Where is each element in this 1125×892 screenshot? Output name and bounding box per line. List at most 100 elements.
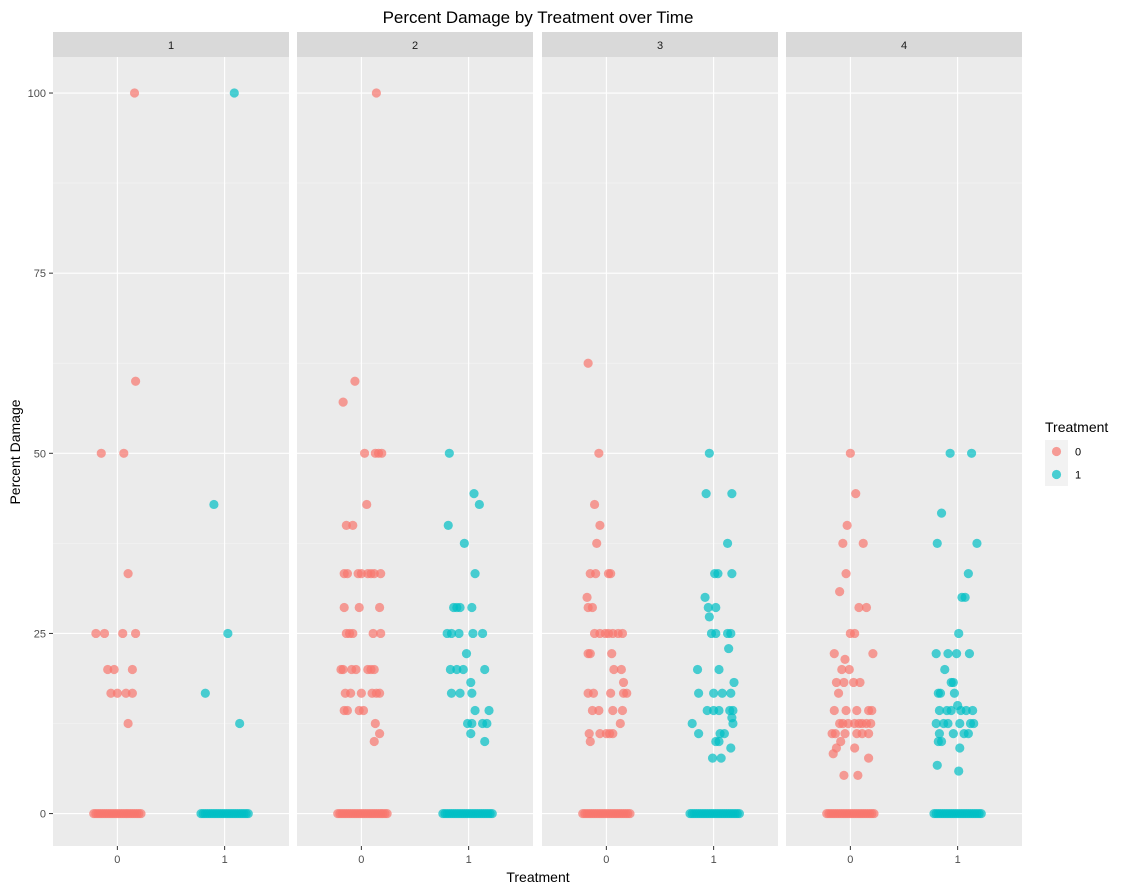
legend-swatch bbox=[1051, 446, 1062, 457]
data-point bbox=[858, 538, 868, 548]
data-point bbox=[729, 677, 739, 688]
data-point bbox=[341, 520, 351, 530]
data-point bbox=[371, 88, 381, 98]
data-point bbox=[594, 705, 604, 716]
data-point bbox=[356, 569, 366, 579]
data-point bbox=[700, 592, 710, 603]
data-point bbox=[585, 736, 595, 747]
data-point bbox=[711, 628, 721, 639]
facet-strip-label: 2 bbox=[412, 40, 418, 52]
data-point bbox=[842, 520, 852, 530]
data-point bbox=[829, 649, 839, 659]
facet-panel-1: 1 0 1 bbox=[53, 32, 289, 866]
data-point bbox=[616, 664, 626, 675]
x-tick-label: 0 bbox=[847, 854, 853, 866]
data-point bbox=[843, 718, 853, 729]
data-point bbox=[370, 718, 380, 729]
data-point bbox=[615, 718, 625, 729]
data-point bbox=[118, 628, 128, 639]
data-point bbox=[592, 538, 602, 548]
data-point-zero bbox=[136, 808, 146, 819]
data-point bbox=[584, 728, 594, 739]
data-point bbox=[99, 628, 110, 639]
data-point bbox=[702, 705, 712, 716]
data-point bbox=[955, 743, 965, 753]
data-point bbox=[589, 499, 600, 510]
data-point bbox=[106, 688, 116, 698]
data-point bbox=[351, 664, 361, 675]
data-point bbox=[945, 448, 955, 458]
data-point bbox=[857, 728, 867, 739]
data-point bbox=[946, 705, 956, 716]
y-tick-label: 100 bbox=[28, 88, 46, 100]
data-point bbox=[727, 569, 737, 579]
data-point bbox=[841, 569, 851, 579]
y-tick-label: 0 bbox=[40, 809, 46, 821]
data-point bbox=[963, 728, 973, 739]
data-point bbox=[375, 728, 385, 739]
data-point bbox=[840, 728, 850, 739]
data-point bbox=[948, 677, 958, 688]
data-point bbox=[833, 688, 844, 698]
data-point bbox=[348, 520, 358, 530]
data-point bbox=[359, 448, 370, 458]
facet-strip bbox=[542, 32, 778, 57]
data-point bbox=[376, 628, 386, 639]
data-point bbox=[587, 602, 598, 613]
data-point bbox=[446, 688, 457, 698]
data-point bbox=[836, 736, 846, 747]
facet-panel-4: 4 0 1 bbox=[786, 32, 1022, 866]
x-tick-label: 1 bbox=[222, 854, 228, 866]
data-point bbox=[474, 499, 484, 510]
legend-swatch bbox=[1051, 469, 1062, 480]
data-point bbox=[109, 664, 119, 675]
data-point bbox=[469, 489, 479, 499]
data-point bbox=[943, 649, 953, 659]
data-point bbox=[443, 520, 453, 530]
data-point bbox=[477, 628, 488, 639]
data-point bbox=[936, 508, 947, 518]
data-point bbox=[618, 677, 629, 688]
data-point bbox=[123, 569, 133, 579]
data-point bbox=[127, 664, 137, 675]
x-tick-label: 0 bbox=[603, 854, 609, 866]
legend-label: 0 bbox=[1075, 447, 1081, 459]
data-point-zero bbox=[976, 808, 986, 819]
legend-entry-1: 1 bbox=[1045, 463, 1081, 486]
data-point bbox=[466, 677, 476, 688]
data-point bbox=[851, 489, 861, 499]
data-point bbox=[703, 602, 713, 613]
data-point bbox=[121, 688, 131, 698]
data-point bbox=[480, 736, 490, 747]
x-tick-label: 1 bbox=[466, 854, 472, 866]
data-point bbox=[969, 718, 979, 729]
data-point bbox=[714, 736, 724, 747]
data-point bbox=[844, 664, 854, 675]
data-point bbox=[606, 688, 616, 698]
data-point bbox=[966, 448, 977, 458]
data-point bbox=[369, 569, 379, 579]
legend: Treatment 0 1 bbox=[1045, 419, 1108, 486]
data-point bbox=[727, 489, 737, 499]
data-point bbox=[694, 688, 704, 698]
data-point bbox=[461, 649, 472, 659]
data-point bbox=[949, 688, 960, 698]
data-point bbox=[717, 688, 727, 698]
data-point bbox=[704, 448, 714, 458]
y-axis-title: Percent Damage bbox=[7, 399, 23, 504]
data-point bbox=[607, 649, 617, 659]
data-point bbox=[377, 448, 387, 458]
data-point bbox=[96, 448, 106, 458]
data-point bbox=[608, 728, 618, 739]
data-point bbox=[617, 628, 628, 639]
data-point bbox=[838, 538, 848, 548]
data-point bbox=[864, 753, 874, 763]
data-point bbox=[444, 448, 454, 458]
data-point bbox=[223, 628, 233, 639]
x-tick-label: 0 bbox=[114, 854, 120, 866]
data-point bbox=[714, 664, 724, 675]
panel-background bbox=[297, 57, 533, 846]
data-point bbox=[342, 569, 353, 579]
facet-strip-label: 1 bbox=[168, 40, 174, 52]
